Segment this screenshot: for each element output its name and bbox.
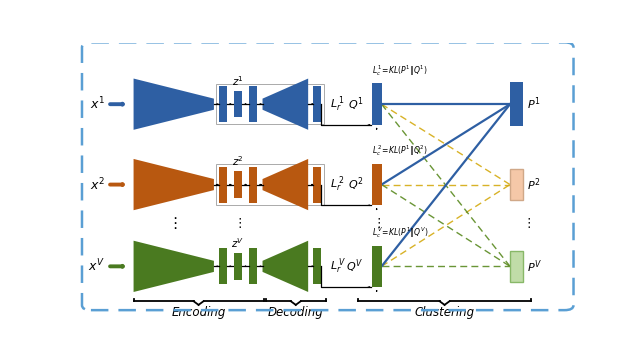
Polygon shape — [262, 159, 308, 210]
Bar — [510, 251, 523, 282]
Text: $L_r^{\,2}$: $L_r^{\,2}$ — [330, 175, 345, 194]
Text: $\vdots$: $\vdots$ — [372, 216, 381, 230]
Polygon shape — [262, 241, 308, 292]
Polygon shape — [134, 241, 214, 292]
Bar — [510, 82, 523, 126]
Text: $L_c^{\,2}\!=\!KL(P^1\|Q^2)$: $L_c^{\,2}\!=\!KL(P^1\|Q^2)$ — [372, 143, 428, 158]
Text: $\vdots$: $\vdots$ — [166, 215, 177, 231]
Text: $z^2$: $z^2$ — [232, 154, 244, 168]
Text: $L_r^{\,1}$: $L_r^{\,1}$ — [330, 94, 345, 114]
Bar — [219, 86, 227, 122]
Bar — [216, 164, 324, 205]
Text: Encoding: Encoding — [172, 306, 226, 319]
Text: $Q^1$: $Q^1$ — [348, 95, 364, 113]
Bar — [249, 86, 257, 122]
Text: $z^1$: $z^1$ — [232, 74, 244, 88]
Bar — [219, 248, 227, 284]
Text: $P^2$: $P^2$ — [527, 176, 541, 193]
Bar — [234, 253, 242, 279]
Bar — [249, 167, 257, 203]
Text: $L_c^{\,V}\!=\!KL(P^1\|Q^V)$: $L_c^{\,V}\!=\!KL(P^1\|Q^V)$ — [372, 225, 428, 240]
Text: $x^1$: $x^1$ — [90, 96, 106, 112]
Bar — [510, 169, 523, 200]
Bar — [219, 167, 227, 203]
Text: $x^2$: $x^2$ — [90, 176, 106, 193]
Bar — [372, 84, 381, 125]
Bar — [216, 84, 324, 125]
Bar — [249, 248, 257, 284]
Polygon shape — [134, 159, 214, 210]
Text: $Q^V$: $Q^V$ — [346, 257, 364, 275]
Text: $P^1$: $P^1$ — [527, 96, 541, 112]
Text: Decoding: Decoding — [268, 306, 324, 319]
Text: $L_c^{\,1}\!=\!KL(P^1\|Q^1)$: $L_c^{\,1}\!=\!KL(P^1\|Q^1)$ — [372, 63, 428, 78]
Bar — [372, 246, 381, 287]
Bar — [234, 91, 242, 117]
Text: $z^V$: $z^V$ — [231, 236, 244, 250]
Polygon shape — [262, 78, 308, 130]
Text: $\vdots$: $\vdots$ — [522, 216, 531, 230]
Bar — [313, 167, 321, 203]
Text: $x^V$: $x^V$ — [88, 258, 106, 275]
Bar — [234, 171, 242, 198]
Bar — [313, 248, 321, 284]
Text: $P^V$: $P^V$ — [527, 258, 542, 275]
Bar — [372, 164, 381, 205]
Text: $L_r^{\,V}$: $L_r^{\,V}$ — [330, 257, 346, 276]
Polygon shape — [134, 78, 214, 130]
Text: Clustering: Clustering — [415, 306, 475, 319]
Bar — [313, 86, 321, 122]
Text: $\vdots$: $\vdots$ — [234, 216, 242, 230]
Text: $Q^2$: $Q^2$ — [348, 176, 364, 193]
